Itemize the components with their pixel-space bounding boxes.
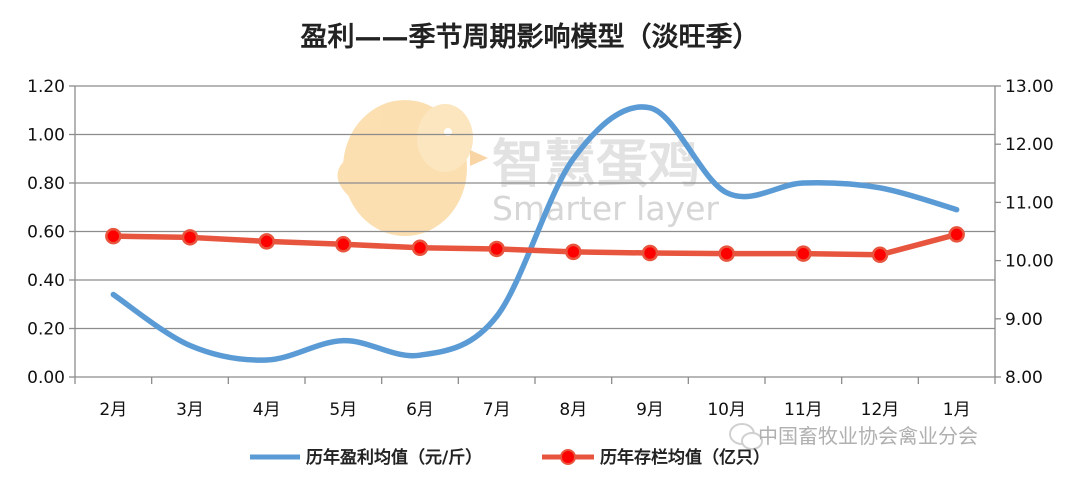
x-tick-label: 4月 <box>253 400 281 420</box>
data-point-stock <box>871 246 889 264</box>
y-tick-label-right: 11.00 <box>1005 193 1054 213</box>
x-tick-label: 6月 <box>406 400 434 420</box>
legend-label-profit: 历年盈利均值（元/斤） <box>306 447 482 468</box>
watermark-en: Smarter layer <box>492 189 719 228</box>
y-tick-label-left: 0.80 <box>27 174 65 194</box>
y-tick-label-right: 8.00 <box>1005 368 1043 388</box>
grid <box>75 85 995 330</box>
data-point-stock <box>181 229 199 246</box>
x-tick-label: 11月 <box>784 400 823 420</box>
x-tick-label: 9月 <box>636 400 664 420</box>
x-tick-label: 7月 <box>483 400 511 420</box>
data-point-stock <box>565 243 582 261</box>
y-tick-label-left: 0.20 <box>27 320 65 340</box>
x-tick-label: 8月 <box>559 400 587 420</box>
wechat-icon <box>729 423 763 450</box>
source-text: 中国畜牧业协会禽业分会 <box>758 424 978 448</box>
data-point-stock <box>488 240 505 258</box>
y-tick-label-right: 13.00 <box>1005 77 1054 97</box>
data-point-stock <box>641 244 659 262</box>
data-point-stock <box>948 226 965 243</box>
chick-logo <box>337 100 488 236</box>
y-tick-label-left: 0.00 <box>27 368 65 388</box>
x-tick-label: 10月 <box>707 400 746 420</box>
legend-marker-stock <box>560 449 576 465</box>
y-axis-right: 8.00 9.00 10.00 11.00 12.00 13.00 <box>995 77 1054 388</box>
x-tick-label: 1月 <box>943 400 971 420</box>
data-point-stock <box>411 239 429 257</box>
series-line-stock <box>110 231 960 258</box>
y-tick-label-left: 0.40 <box>27 271 65 291</box>
chart-title: 盈利——季节周期影响模型（淡旺季） <box>301 21 760 53</box>
data-point-stock <box>718 245 735 262</box>
x-tick-label: 12月 <box>861 400 900 420</box>
source-label: 中国畜牧业协会禽业分会 <box>729 423 978 450</box>
y-tick-label-right: 10.00 <box>1005 252 1054 272</box>
y-tick-label-right: 9.00 <box>1005 310 1043 330</box>
data-point-stock <box>795 245 812 262</box>
series-line-profit <box>110 104 960 363</box>
y-tick-label-right: 12.00 <box>1005 135 1054 155</box>
y-axis-left: 0.00 0.20 0.40 0.60 0.80 1.00 1.20 <box>27 77 75 388</box>
data-point-stock <box>105 227 122 245</box>
data-point-stock <box>258 233 275 250</box>
legend-label-stock: 历年存栏均值（亿只） <box>600 447 770 468</box>
x-tick-label: 3月 <box>176 400 204 420</box>
watermark: 智慧蛋鸡 Smarter layer <box>337 100 719 236</box>
x-axis: 2月 3月 4月 5月 6月 7月 8月 9月 10月 11月 12月 1月 <box>99 400 970 420</box>
watermark-cn: 智慧蛋鸡 <box>492 135 700 195</box>
x-tick-label: 2月 <box>99 400 127 420</box>
series-group <box>105 104 965 363</box>
y-tick-label-left: 1.20 <box>27 77 65 97</box>
y-tick-label-left: 1.00 <box>27 126 65 146</box>
data-point-stock <box>335 236 352 253</box>
y-tick-label-left: 0.60 <box>27 223 65 243</box>
legend: 历年盈利均值（元/斤） 历年存栏均值（亿只） <box>250 447 770 468</box>
x-tick-label: 5月 <box>329 400 357 420</box>
